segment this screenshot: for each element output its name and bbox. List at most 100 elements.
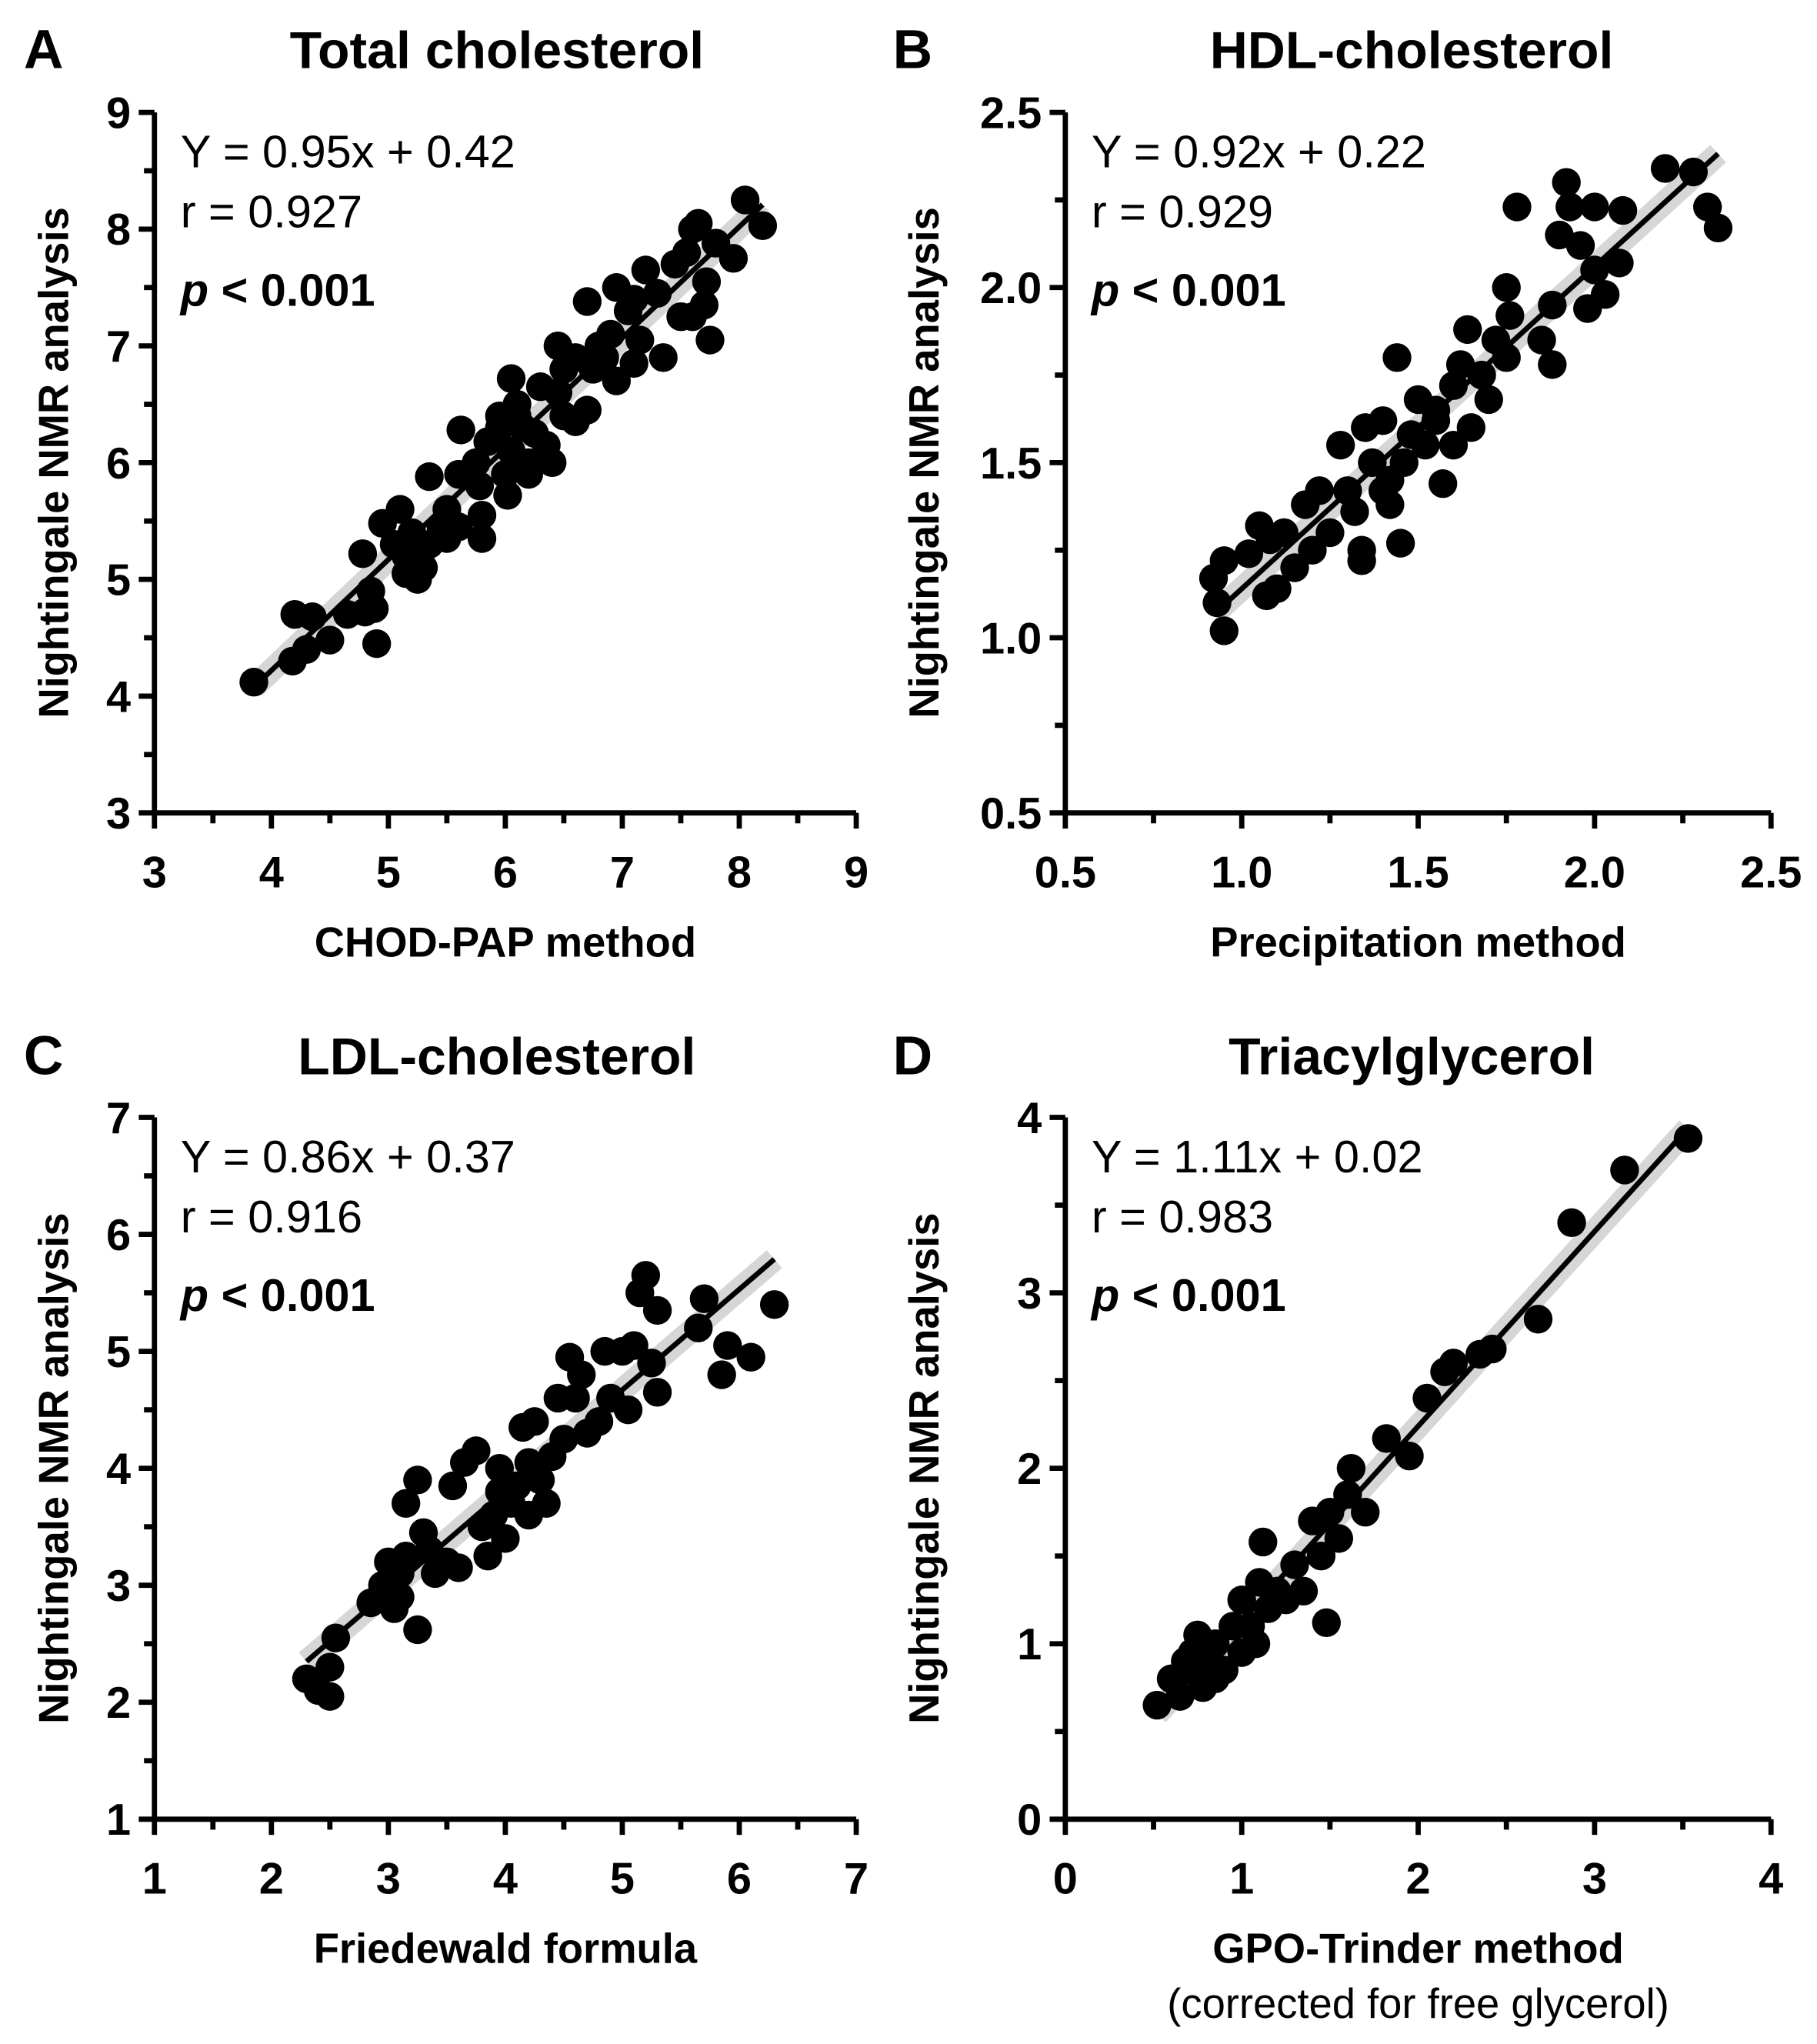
x-tick-label: 5 xyxy=(376,849,401,898)
x-axis-label: CHOD-PAP method xyxy=(315,919,696,966)
y-tick-label: 1.0 xyxy=(980,614,1042,663)
panel-c: C LDL-cholesterol 1 2 3 4 5 6 7 1 2 3 4 5 6 7 Nightingal… xyxy=(24,1025,868,1972)
x-tick-label: 8 xyxy=(727,849,752,898)
x-tick-label: 1.5 xyxy=(1387,849,1449,898)
data-point xyxy=(718,244,748,273)
data-point xyxy=(315,625,345,655)
data-point xyxy=(362,629,392,659)
p-value-text: < 0.001 xyxy=(208,265,375,316)
data-point xyxy=(298,602,327,632)
data-point xyxy=(1492,273,1521,302)
regression-line xyxy=(1155,1126,1690,1716)
data-point xyxy=(491,1524,520,1553)
data-point xyxy=(692,267,722,296)
data-point xyxy=(239,668,268,697)
chart-title: Triacylglycerol xyxy=(1229,1027,1595,1085)
y-tick-label: 3 xyxy=(1017,1269,1042,1319)
data-point xyxy=(1523,1305,1553,1334)
y-tick-label: 5 xyxy=(106,1328,131,1377)
y-tick-label: 0.5 xyxy=(980,789,1042,839)
panel-d: D Triacylglycerol 0 1 2 3 4 0 1 2 3 4 Nightingale NM… xyxy=(893,1025,1784,2027)
x-tick-label: 2 xyxy=(259,1855,284,1904)
data-point xyxy=(391,1489,421,1518)
regression-line xyxy=(1212,152,1720,617)
data-point xyxy=(1289,1576,1319,1606)
data-point xyxy=(1142,1690,1172,1720)
regression-equation: Y = 0.95x + 0.42 xyxy=(181,125,515,177)
data-point xyxy=(315,1652,345,1682)
data-point xyxy=(1209,546,1239,575)
p-value: p < 0.001 xyxy=(1090,265,1286,316)
data-point xyxy=(1351,1497,1380,1527)
data-point xyxy=(1165,1682,1195,1711)
data-point xyxy=(1605,248,1634,278)
x-tick-label: 7 xyxy=(844,1855,868,1904)
data-point xyxy=(1467,360,1496,390)
x-tick-label: 0.5 xyxy=(1035,849,1096,898)
y-tick-label: 4 xyxy=(106,672,131,722)
y-tick-label: 9 xyxy=(106,88,131,138)
data-point xyxy=(730,185,760,215)
y-tick-label: 4 xyxy=(106,1445,131,1494)
x-tick-label: 4 xyxy=(1759,1855,1783,1904)
data-point xyxy=(572,287,602,316)
data-point xyxy=(1372,1424,1401,1453)
data-point xyxy=(619,285,648,314)
data-point xyxy=(1262,574,1292,603)
x-tick-label: 7 xyxy=(610,849,635,898)
data-point xyxy=(1439,430,1469,460)
data-point xyxy=(467,500,497,530)
data-point xyxy=(1336,1453,1366,1483)
data-point xyxy=(1358,448,1387,478)
correlation-r: r = 0.916 xyxy=(181,1191,362,1242)
data-point xyxy=(1527,325,1556,355)
data-point xyxy=(1474,385,1503,415)
data-point xyxy=(672,238,702,267)
chart-title: Total cholesterol xyxy=(290,21,705,79)
x-axis-label: Precipitation method xyxy=(1210,919,1626,966)
data-point xyxy=(520,1407,549,1436)
x-tick-label: 1.0 xyxy=(1211,849,1272,898)
regression-line xyxy=(305,1257,776,1664)
data-point xyxy=(385,495,415,524)
y-tick-label: 3 xyxy=(106,1562,131,1611)
data-point xyxy=(1557,1208,1586,1238)
data-point xyxy=(1565,231,1595,260)
correlation-r: r = 0.983 xyxy=(1092,1191,1273,1242)
y-tick-label: 7 xyxy=(106,1094,131,1143)
y-tick-label: 4 xyxy=(1017,1094,1042,1143)
p-value: p < 0.001 xyxy=(179,265,375,316)
y-tick-label: 1 xyxy=(106,1796,131,1845)
data-point xyxy=(1340,497,1369,526)
y-axis-label: Nightingale NMR analysis xyxy=(901,1212,948,1724)
data-point xyxy=(1552,168,1581,197)
data-point xyxy=(619,1331,648,1360)
data-point xyxy=(359,594,389,623)
data-point xyxy=(1347,546,1376,575)
data-point xyxy=(348,539,378,569)
data-point xyxy=(689,1284,719,1313)
x-tick-label: 3 xyxy=(142,849,167,898)
data-point xyxy=(642,1295,672,1325)
regression-equation: Y = 0.92x + 0.22 xyxy=(1092,125,1426,177)
y-tick-label: 8 xyxy=(106,205,131,255)
data-point xyxy=(496,364,526,393)
data-point xyxy=(1202,588,1232,618)
y-tick-label: 1 xyxy=(1017,1620,1042,1669)
regression-equation: Y = 1.11x + 0.02 xyxy=(1092,1131,1423,1182)
data-point xyxy=(1325,430,1355,460)
y-tick-label: 0 xyxy=(1017,1796,1042,1845)
data-point xyxy=(1201,1629,1230,1659)
data-point xyxy=(1305,476,1334,505)
data-point xyxy=(543,1383,573,1413)
data-point xyxy=(1679,157,1709,187)
data-point xyxy=(1315,518,1345,548)
data-point xyxy=(1456,413,1486,442)
data-point xyxy=(444,1553,473,1582)
x-tick-label: 6 xyxy=(727,1855,752,1904)
x-tick-label: 4 xyxy=(493,1855,518,1904)
data-point xyxy=(1234,539,1264,569)
data-point xyxy=(631,255,661,285)
panel-letter: D xyxy=(893,1025,933,1086)
data-point xyxy=(596,319,625,349)
